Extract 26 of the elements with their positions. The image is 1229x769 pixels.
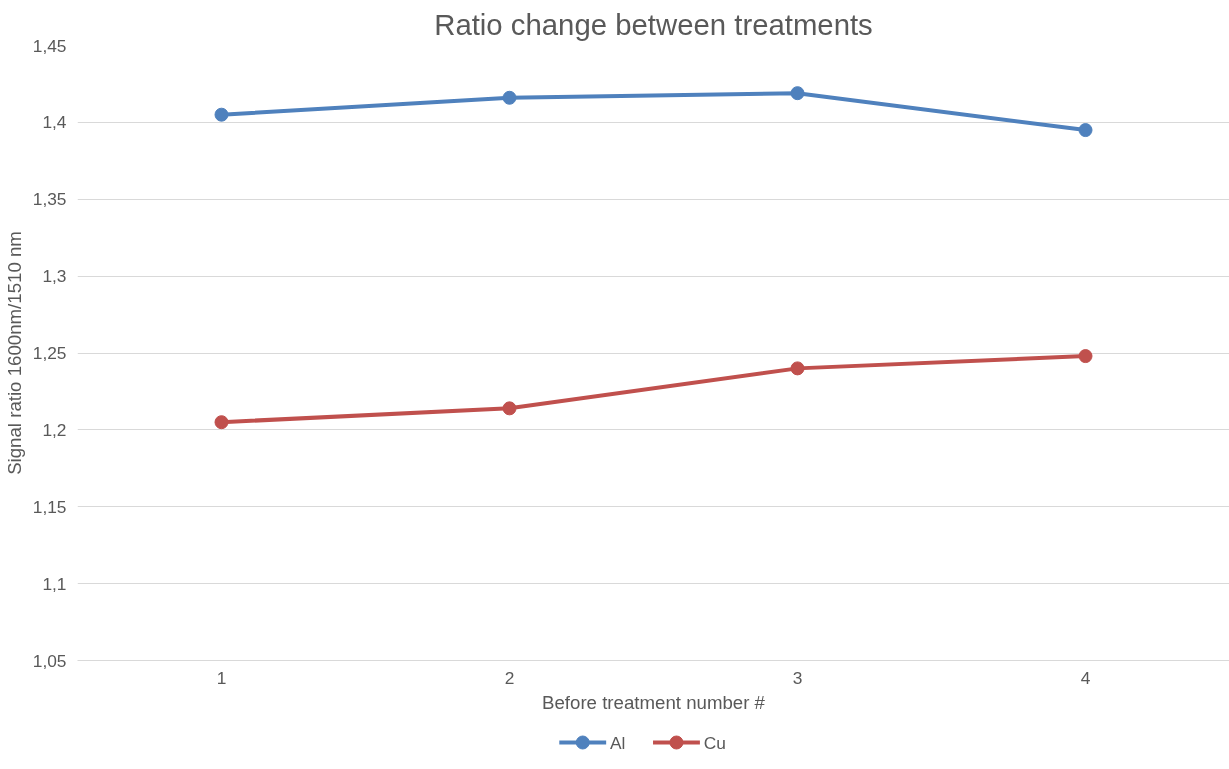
chart-title: Ratio change between treatments (434, 7, 873, 41)
point (502, 90, 517, 105)
point (502, 401, 517, 416)
y-tick-label: 1,3 (42, 266, 67, 287)
point (790, 86, 805, 101)
point (1078, 349, 1093, 364)
x-axis-title: Before treatment number # (542, 691, 766, 713)
legend-label: Cu (703, 732, 726, 753)
y-tick-label: 1,45 (32, 35, 67, 56)
y-tick-label: 1,25 (32, 343, 67, 363)
legend-label: Al (609, 732, 626, 753)
y-tick-label: 1,05 (32, 650, 67, 671)
x-tick-label: 3 (792, 667, 803, 688)
y-tick-label: 1,15 (32, 496, 67, 517)
point (1078, 123, 1093, 138)
x-tick-label: 4 (1080, 667, 1091, 688)
point (214, 107, 229, 122)
y-axis-title: Signal ratio 1600nm/1510 nm (3, 231, 25, 475)
y-tick-label: 1,35 (32, 189, 67, 210)
y-tick-label: 1,4 (42, 112, 67, 133)
y-tick-label: 1,2 (42, 419, 67, 440)
x-tick-label: 1 (216, 667, 227, 688)
point (214, 415, 229, 430)
point (790, 361, 805, 376)
y-tick-label: 1,1 (42, 573, 67, 594)
x-tick-label: 2 (504, 667, 515, 688)
